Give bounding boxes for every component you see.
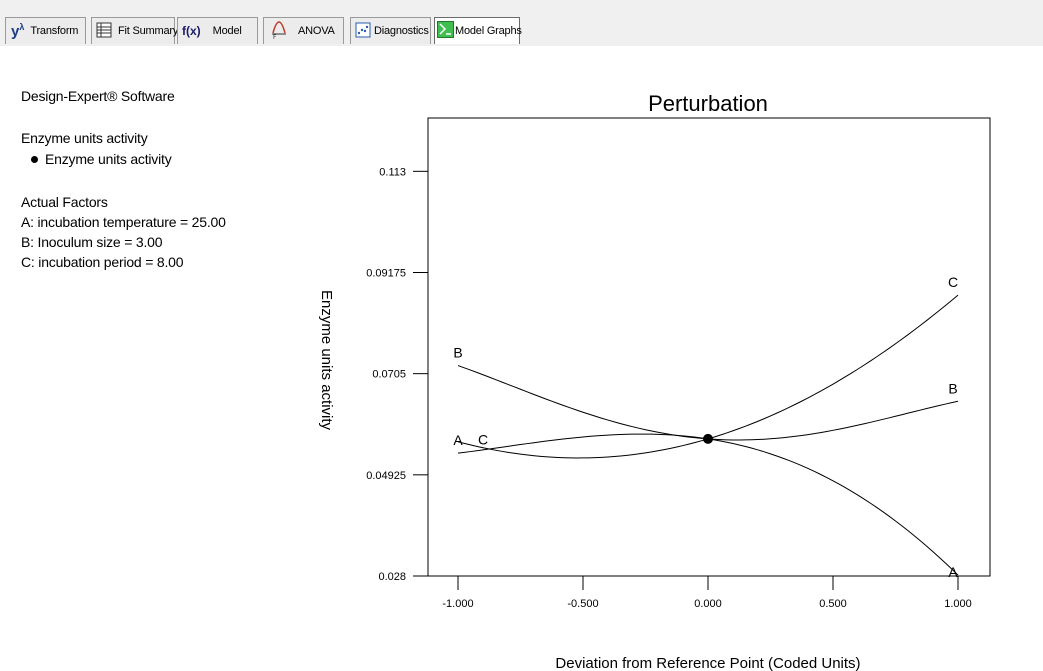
factor-b: B: Inoculum size = 3.00 — [21, 234, 163, 250]
y-lambda-icon: yλ — [11, 22, 25, 40]
x-tick-label: 0.500 — [819, 598, 847, 610]
chart-title: Perturbation — [648, 91, 768, 116]
toolbar: yλ Transform Fit Summary f(x) Model F — [0, 0, 1043, 46]
series-label-start-b: B — [453, 345, 462, 361]
tab-diagnostics-label: Diagnostics — [374, 25, 429, 37]
factors-title: Actual Factors — [21, 194, 108, 210]
model-graphs-icon — [437, 21, 454, 41]
y-tick-label: 0.0705 — [372, 369, 406, 381]
tab-model-graphs-label: Model Graphs — [455, 25, 522, 37]
series-label-end-b: B — [948, 380, 957, 396]
design-point-icon — [31, 156, 38, 164]
factor-a: A: incubation temperature = 25.00 — [21, 214, 226, 230]
y-tick-label: 0.04925 — [366, 470, 406, 482]
series-line-c — [457, 294, 959, 459]
y-tick-label: 0.113 — [379, 166, 406, 178]
response-title: Enzyme units activity — [21, 130, 148, 146]
tab-model-label: Model — [212, 25, 242, 37]
tab-fit-summary[interactable]: Fit Summary — [91, 17, 179, 44]
svg-text:F: F — [273, 34, 277, 39]
series-label-end-a: A — [948, 564, 958, 580]
fx-icon: f(x) — [182, 24, 201, 38]
tab-fit-summary-label: Fit Summary — [118, 25, 179, 37]
fit-summary-icon — [96, 22, 112, 41]
x-tick-label: 1.000 — [944, 598, 972, 610]
y-axis-label: Enzyme units activity — [318, 290, 335, 431]
diagnostics-icon — [355, 22, 371, 41]
software-name: Design-Expert® Software — [21, 88, 175, 104]
anova-icon: F — [272, 20, 286, 42]
x-axis-label: Deviation from Reference Point (Coded Un… — [555, 655, 860, 671]
y-tick-label: 0.028 — [378, 571, 406, 583]
tab-model[interactable]: f(x) Model — [177, 17, 258, 44]
plot-frame — [427, 117, 991, 577]
series-label-end-c: C — [948, 274, 958, 290]
tab-transform[interactable]: yλ Transform — [5, 17, 86, 44]
tab-model-graphs[interactable]: Model Graphs — [434, 17, 522, 44]
tab-anova-label: ANOVA — [298, 25, 335, 37]
response-legend-label: Enzyme units activity — [45, 151, 172, 167]
tab-diagnostics[interactable]: Diagnostics — [350, 17, 431, 44]
response-legend: Enzyme units activity — [21, 151, 172, 167]
reference-point — [703, 433, 713, 444]
x-tick-label: 0.000 — [694, 598, 722, 610]
x-tick-label: -1.000 — [442, 598, 473, 610]
tab-anova[interactable]: F ANOVA — [263, 17, 344, 44]
factor-c: C: incubation period = 8.00 — [21, 254, 184, 270]
series-line-b — [457, 365, 959, 441]
x-tick-label: -0.500 — [567, 598, 598, 610]
y-tick-label: 0.09175 — [366, 267, 406, 279]
tab-transform-label: Transform — [30, 25, 79, 37]
series-label-start-c: C — [478, 432, 488, 448]
series-label-start-a: A — [453, 432, 463, 448]
